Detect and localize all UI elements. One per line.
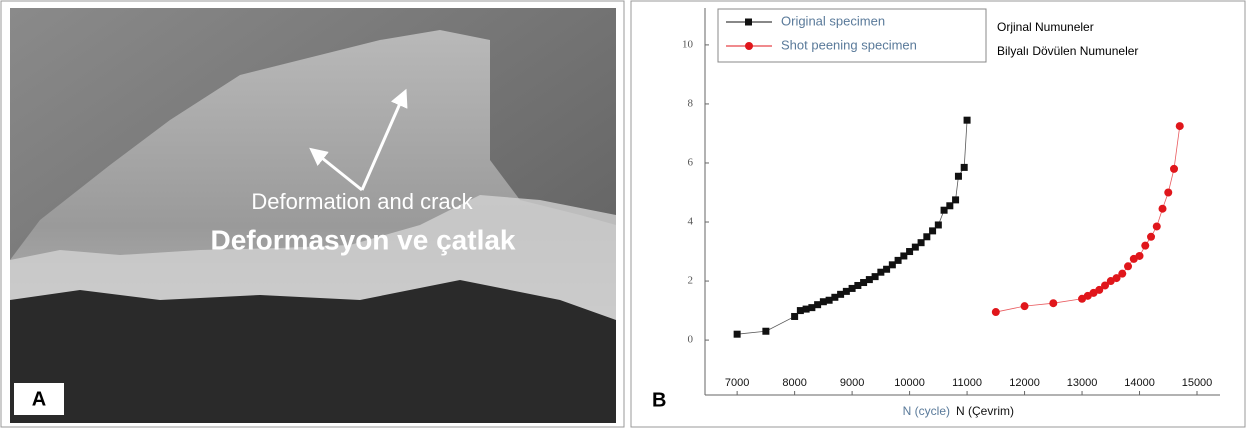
y-tick-label: 6 xyxy=(688,157,694,169)
point xyxy=(1159,205,1167,213)
point xyxy=(1141,242,1149,250)
point xyxy=(1164,188,1172,196)
y-tick-label: 10 xyxy=(682,38,694,50)
x-tick-label: 12000 xyxy=(1009,377,1040,389)
y-tick-label: 4 xyxy=(688,216,694,228)
y-tick-label: 8 xyxy=(688,97,694,109)
panel-label: B xyxy=(652,389,666,411)
x-tick-label: 14000 xyxy=(1124,377,1155,389)
shadow xyxy=(10,280,616,423)
panel-label: A xyxy=(32,388,46,410)
point xyxy=(1124,262,1132,270)
x-tick-label: 11000 xyxy=(952,377,982,389)
point xyxy=(1176,122,1184,130)
y-tick-label: 0 xyxy=(688,334,694,346)
annotation: Deformation and crack xyxy=(251,189,473,214)
point xyxy=(935,221,942,228)
x-tick-label: 9000 xyxy=(840,377,864,389)
point xyxy=(1147,233,1155,241)
panel-a: Deformation and crack Deformasyon ve çat… xyxy=(1,1,624,427)
point xyxy=(952,196,959,203)
x-tick-label: 8000 xyxy=(782,377,806,389)
panel-b: B N (cycle) N (Çevrim) Orjinal Numuneler… xyxy=(631,1,1245,427)
x-axis-label: N (cycle) xyxy=(903,404,950,418)
point xyxy=(964,117,971,124)
legend-label: Shot peening specimen xyxy=(781,37,917,52)
legend-marker xyxy=(745,42,753,50)
figure: Deformation and crack Deformasyon ve çat… xyxy=(0,0,1247,430)
legend-marker xyxy=(745,19,752,26)
point xyxy=(1170,165,1178,173)
point xyxy=(762,328,769,335)
point xyxy=(1049,299,1057,307)
point xyxy=(1021,302,1029,310)
point xyxy=(992,308,1000,316)
x-tick-label: 10000 xyxy=(894,377,925,389)
y-tick-label: 2 xyxy=(688,275,694,287)
legend-note: Orjinal Numuneler xyxy=(997,20,1094,34)
x-tick-label: 7000 xyxy=(725,377,749,389)
x-tick-label: 13000 xyxy=(1067,377,1098,389)
point xyxy=(734,331,741,338)
x-axis-label: N (Çevrim) xyxy=(956,404,1014,418)
legend-label: Original specimen xyxy=(781,13,885,28)
annotation: Deformasyon ve çatlak xyxy=(210,224,515,255)
point xyxy=(1118,270,1126,278)
legend-note: Bilyalı Dövülen Numuneler xyxy=(997,44,1138,58)
point xyxy=(1153,222,1161,230)
point xyxy=(955,173,962,180)
x-tick-label: 15000 xyxy=(1182,377,1213,389)
panel-frame xyxy=(631,1,1245,427)
point xyxy=(961,164,968,171)
point xyxy=(1136,252,1144,260)
